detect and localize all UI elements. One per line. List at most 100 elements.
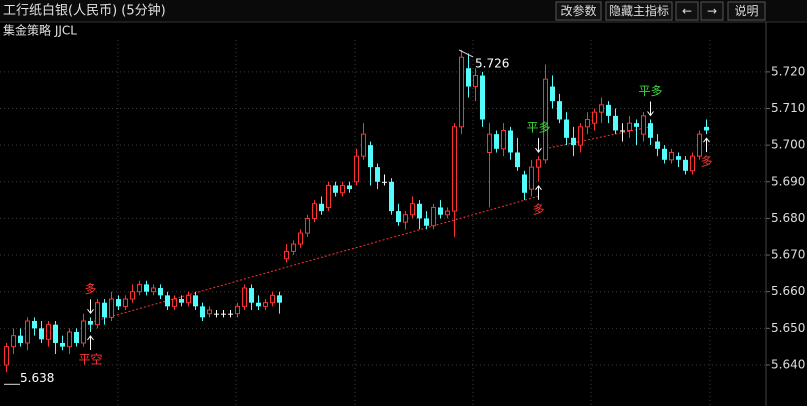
candle-body <box>158 288 163 296</box>
candle-body <box>193 295 198 307</box>
candle-body <box>242 287 247 307</box>
candle-body <box>102 302 107 318</box>
candle-body <box>326 184 331 208</box>
candle-body <box>599 104 604 113</box>
candle-body <box>25 320 30 344</box>
candle-body <box>172 298 177 307</box>
candle-body <box>298 232 303 245</box>
candle-body <box>249 288 254 303</box>
candle-body <box>347 185 352 190</box>
candle-body <box>235 305 240 315</box>
extreme-pointer <box>458 49 474 58</box>
y-tick-label: 5.700 <box>771 138 805 152</box>
candle-body <box>207 309 212 315</box>
button[interactable]: 改参数 <box>555 1 602 21</box>
candle-body <box>501 129 506 150</box>
subtitle: 集金策略 JJCL <box>3 23 77 38</box>
candle-body <box>655 141 660 149</box>
candle-body <box>669 151 674 161</box>
candle-body <box>319 203 324 212</box>
candle-body <box>634 123 639 127</box>
candle-body <box>676 156 681 160</box>
signal-label: 平多 <box>526 121 550 135</box>
candle-body <box>270 294 275 304</box>
candle-body <box>312 203 317 219</box>
candle-body <box>704 126 709 131</box>
candle-body <box>11 335 16 348</box>
candle-body <box>60 342 65 347</box>
candle-body <box>382 181 387 183</box>
y-tick-label: 5.710 <box>771 101 805 115</box>
candle-body <box>109 298 114 318</box>
candle-body <box>697 133 702 157</box>
candle-body <box>4 346 9 366</box>
chart-title: 工行纸白银(人民币) (5分钟) <box>3 3 166 19</box>
candle-body <box>46 324 51 340</box>
button[interactable]: → <box>700 1 724 21</box>
signal-label: 多 <box>700 155 712 169</box>
candle-body <box>424 218 429 226</box>
candle-body <box>536 159 541 168</box>
candle-body <box>431 206 436 227</box>
button[interactable]: 隐藏主指标 <box>605 1 673 21</box>
button-label[interactable]: 说明 <box>734 3 758 18</box>
candle-body <box>116 299 121 307</box>
signal-label: 多 <box>84 282 96 296</box>
candle-body <box>389 181 394 212</box>
candle-body <box>214 313 219 315</box>
candle-body <box>508 130 513 153</box>
button[interactable]: ← <box>675 1 699 21</box>
signal-arrow <box>703 137 710 153</box>
candle-body <box>452 126 457 212</box>
button-label[interactable]: 改参数 <box>560 3 596 18</box>
candle-body <box>613 115 618 131</box>
candle-body <box>564 119 569 138</box>
candle-body <box>557 101 562 120</box>
candle-body <box>403 214 408 223</box>
y-tick-label: 5.720 <box>771 64 805 78</box>
candle-body <box>221 313 226 315</box>
candle-body <box>683 159 688 171</box>
y-tick-label: 5.670 <box>771 248 805 262</box>
button-label[interactable]: ← <box>682 4 692 18</box>
candle-body <box>585 119 590 128</box>
trendline <box>89 195 539 323</box>
candle-body <box>480 75 485 120</box>
candle-body <box>417 203 422 219</box>
candle-body <box>571 137 576 146</box>
candle-body <box>291 243 296 252</box>
candle-body <box>179 299 184 303</box>
vertical-grid <box>117 40 711 406</box>
signal-arrow <box>87 299 94 315</box>
candle-body <box>550 86 555 102</box>
y-tick-label: 5.690 <box>771 174 805 188</box>
candle-body <box>494 134 499 149</box>
candle-body <box>32 321 37 329</box>
signal-arrow <box>535 184 542 200</box>
candle-body <box>340 184 345 194</box>
signal-label: 平空 <box>78 352 102 366</box>
candle-body <box>438 207 443 215</box>
candle-body <box>67 331 72 348</box>
candle-body <box>151 287 156 293</box>
signal-arrow <box>87 335 94 350</box>
candle-body <box>130 291 135 300</box>
button[interactable]: 说明 <box>727 1 766 21</box>
y-tick-label: 5.660 <box>771 284 805 298</box>
candle-body <box>361 133 366 157</box>
candle-body <box>53 324 58 343</box>
candle-body <box>95 302 100 326</box>
candle-body <box>410 203 415 216</box>
signal-label: 多 <box>532 202 544 216</box>
signal-arrow <box>535 138 542 153</box>
button-label[interactable]: → <box>707 4 717 18</box>
button-label[interactable]: 隐藏主指标 <box>609 3 669 18</box>
candle-body <box>277 295 282 303</box>
extreme-label: 5.726 <box>475 56 509 70</box>
candle-body <box>662 148 667 160</box>
candle-body <box>620 130 625 132</box>
candle-body <box>515 152 520 168</box>
candle-body <box>186 294 191 304</box>
